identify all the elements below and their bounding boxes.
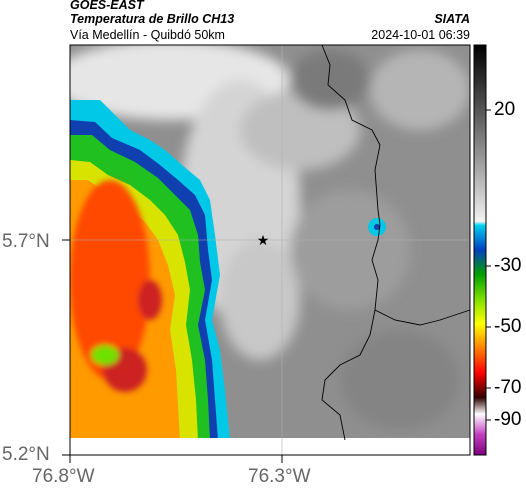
y-tick-label: 5.7°N [2, 231, 50, 252]
product-title: Temperatura de Brillo CH13 [70, 12, 235, 26]
imagery [70, 45, 470, 455]
subtitle: Vía Medellín - Quibdó 50km [70, 28, 225, 42]
map-frame [69, 44, 471, 456]
department-border [321, 44, 471, 326]
colorbar-label: -30 [494, 255, 522, 276]
colorbar [473, 44, 487, 456]
timestamp: 2024-10-01 06:39 [371, 28, 470, 42]
colorbar-label: -70 [494, 377, 522, 398]
x-tick-label: 76.3°W [248, 466, 311, 487]
y-tick-label: 5.2°N [2, 444, 50, 465]
colorbar-label: 20 [494, 99, 516, 120]
satellite-name: GOES-EAST [70, 0, 144, 12]
colorbar-label: -50 [494, 316, 522, 337]
x-tick-label: 76.8°W [32, 466, 95, 487]
star-icon: ★ [257, 232, 270, 248]
colorbar-label: -90 [494, 409, 522, 430]
agency-name: SIATA [434, 12, 470, 26]
department-border-south [321, 309, 376, 441]
